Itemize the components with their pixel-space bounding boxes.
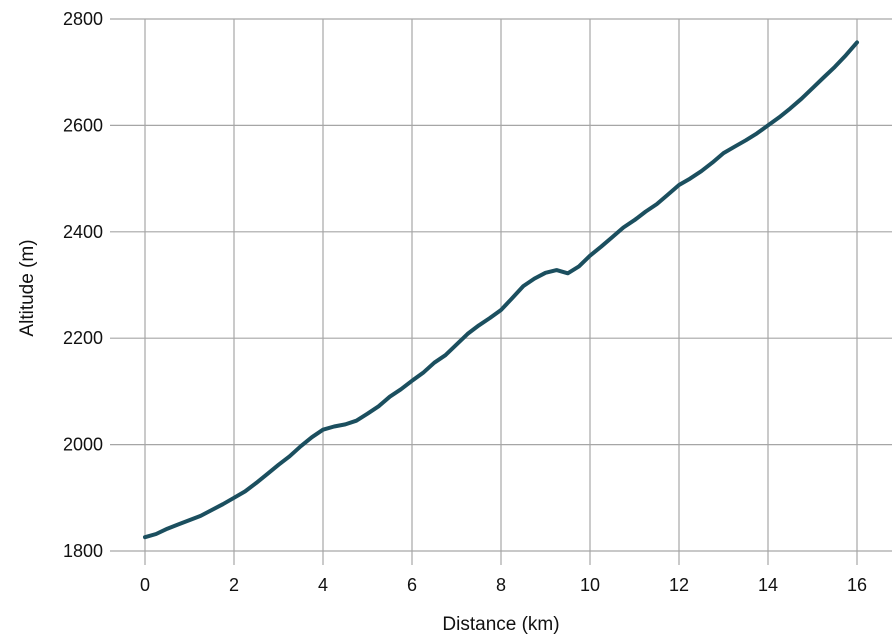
y-axis-title: Altitude (m) <box>17 239 38 336</box>
x-tick-label: 4 <box>318 575 328 595</box>
x-tick-label: 16 <box>847 575 867 595</box>
x-tick-label: 10 <box>580 575 600 595</box>
x-tick-label: 2 <box>229 575 239 595</box>
x-tick-label: 14 <box>758 575 778 595</box>
y-tick-label: 2600 <box>63 115 103 135</box>
y-tick-label: 2200 <box>63 328 103 348</box>
y-tick-label: 2000 <box>63 435 103 455</box>
x-axis-title: Distance (km) <box>442 614 559 634</box>
y-tick-label: 2400 <box>63 222 103 242</box>
altitude-line <box>143 40 859 540</box>
x-tick-label: 12 <box>669 575 689 595</box>
tick-labels: 1800 2000 2200 2400 2600 2800 0 2 4 6 8 10 12 14 16 <box>63 9 867 595</box>
x-tick-label: 0 <box>140 575 150 595</box>
y-tick-label: 1800 <box>63 541 103 561</box>
grid <box>110 18 892 565</box>
x-tick-label: 8 <box>496 575 506 595</box>
x-tick-label: 6 <box>407 575 417 595</box>
y-tick-label: 2800 <box>63 9 103 29</box>
